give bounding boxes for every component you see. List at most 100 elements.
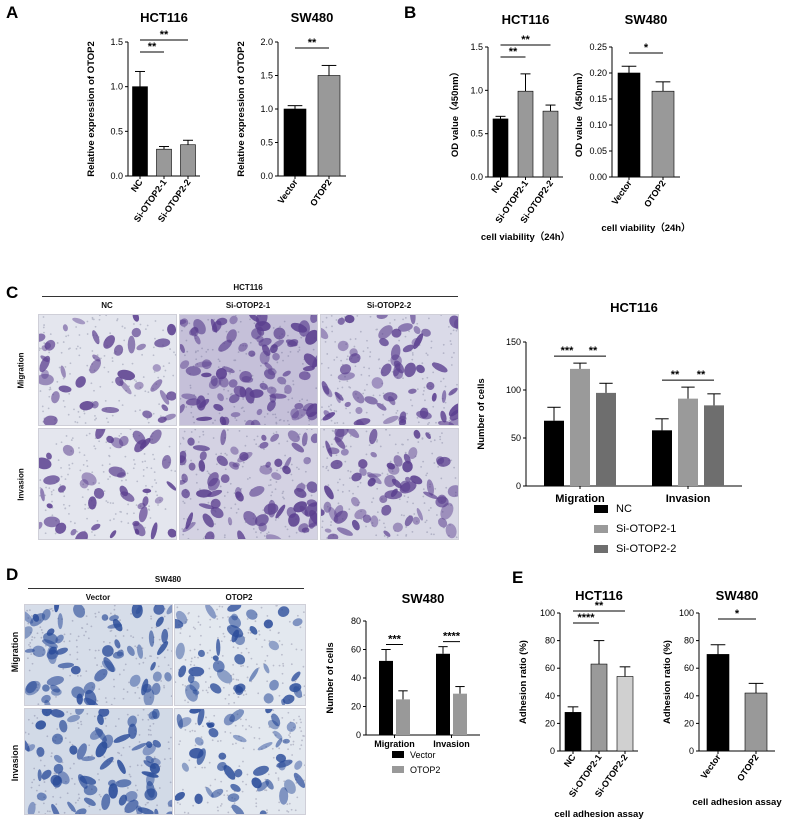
membrane-pore — [402, 377, 404, 380]
stained-cell — [43, 415, 58, 425]
stained-cell — [241, 376, 254, 383]
stained-cell — [223, 713, 236, 726]
membrane-pore — [105, 500, 108, 502]
stained-cell — [114, 639, 121, 649]
membrane-pore — [149, 725, 152, 727]
stained-cell — [337, 317, 345, 325]
membrane-pore — [206, 470, 209, 473]
membrane-pore — [426, 376, 429, 379]
y-tick-label: 0.10 — [589, 120, 607, 130]
stained-cell — [208, 377, 222, 389]
stained-cell — [379, 338, 389, 347]
membrane-pore — [321, 320, 324, 323]
stained-cell — [201, 372, 212, 378]
stained-cell — [75, 709, 85, 715]
membrane-pore — [286, 803, 289, 806]
stained-cell — [273, 730, 283, 740]
stained-cell — [51, 803, 61, 814]
stained-cell — [67, 801, 76, 813]
membrane-pore — [266, 532, 268, 535]
x-tick-label: OTOP2 — [735, 752, 761, 783]
membrane-pore — [189, 386, 192, 389]
stained-cell — [142, 743, 156, 756]
membrane-pore — [290, 643, 293, 646]
membrane-pore — [86, 320, 89, 323]
membrane-pore — [157, 665, 160, 668]
membrane-pore — [262, 380, 265, 383]
stained-cell — [336, 527, 353, 536]
membrane-pore — [194, 351, 197, 354]
membrane-pore — [258, 726, 261, 729]
stained-cell — [192, 445, 210, 452]
membrane-pore — [129, 429, 132, 431]
stained-cell — [55, 634, 64, 644]
stained-cell — [120, 491, 135, 502]
stained-cell — [254, 514, 269, 527]
stained-cell — [41, 694, 51, 704]
y-tick-label: 1.5 — [260, 71, 273, 81]
membrane-pore — [278, 419, 281, 422]
membrane-pore — [393, 318, 396, 321]
membrane-pore — [141, 718, 144, 721]
membrane-pore — [382, 413, 385, 416]
membrane-pore — [234, 724, 237, 727]
membrane-pore — [193, 664, 196, 667]
stained-cell — [352, 390, 365, 404]
membrane-pore — [433, 462, 436, 464]
membrane-pore — [300, 414, 303, 417]
stained-cell — [436, 456, 445, 465]
membrane-pore — [330, 404, 333, 406]
membrane-pore — [82, 483, 85, 486]
membrane-pore — [292, 740, 295, 743]
membrane-pore — [190, 657, 193, 660]
membrane-pore — [450, 332, 452, 335]
membrane-pore — [403, 495, 406, 497]
membrane-pore — [439, 435, 442, 438]
stained-cell — [303, 456, 312, 465]
y-tick-label: 100 — [506, 385, 521, 395]
membrane-pore — [235, 678, 238, 681]
membrane-pore — [66, 711, 69, 713]
membrane-pore — [234, 359, 237, 362]
membrane-pore — [157, 504, 159, 506]
membrane-pore — [424, 399, 426, 402]
membrane-pore — [88, 805, 91, 808]
stained-cell — [198, 503, 215, 510]
membrane-pore — [212, 422, 214, 424]
stained-cell — [42, 639, 58, 649]
membrane-pore — [160, 680, 163, 682]
membrane-pore — [116, 318, 119, 320]
membrane-pore — [453, 466, 455, 469]
membrane-pore — [349, 434, 352, 437]
stained-cell — [425, 432, 431, 439]
membrane-pore — [452, 329, 455, 332]
stained-cell — [60, 365, 66, 378]
stained-cell — [75, 376, 86, 388]
membrane-pore — [28, 643, 30, 646]
stained-cell — [143, 760, 156, 769]
stained-cell — [58, 385, 72, 393]
membrane-pore — [111, 381, 114, 384]
membrane-pore — [397, 451, 399, 454]
membrane-pore — [293, 726, 295, 729]
stained-cell — [275, 504, 286, 519]
stained-cell — [321, 381, 330, 395]
membrane-pore — [77, 635, 80, 638]
membrane-pore — [423, 502, 426, 504]
stained-cell — [213, 403, 224, 412]
bar-si-otop2-2 — [542, 110, 559, 178]
stained-cell — [182, 521, 196, 533]
stained-cell — [391, 328, 402, 338]
membrane-pore — [54, 532, 57, 535]
stained-cell — [324, 528, 332, 533]
membrane-pore — [42, 410, 44, 413]
stained-cell — [282, 738, 290, 744]
membrane-pore — [209, 784, 212, 787]
stained-cell — [301, 432, 308, 447]
membrane-pore — [453, 351, 455, 354]
stained-cell — [180, 343, 185, 354]
bar-si-otop2-2-invasion — [704, 405, 724, 486]
stained-cell — [117, 759, 126, 774]
stained-cell — [438, 517, 448, 528]
stained-cell — [201, 359, 212, 370]
